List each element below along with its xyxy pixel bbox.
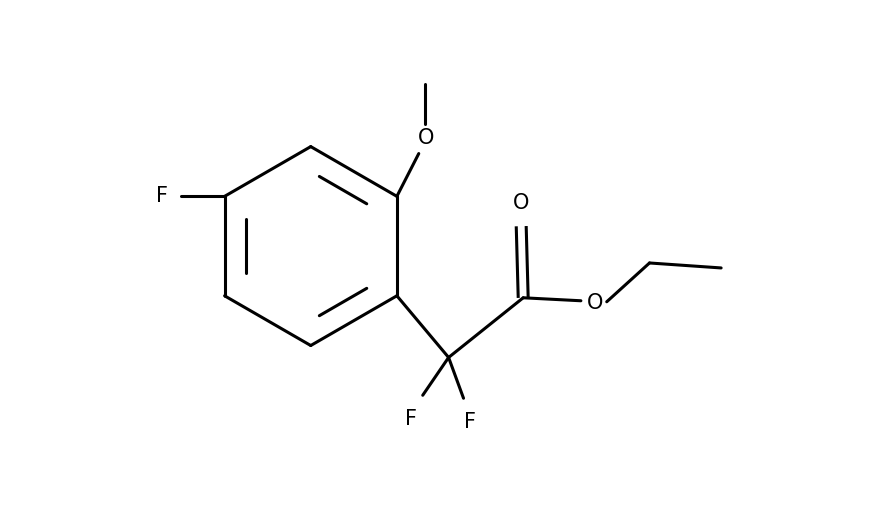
Text: F: F <box>405 409 417 429</box>
Text: F: F <box>156 186 168 206</box>
Text: O: O <box>513 194 530 213</box>
Text: F: F <box>464 412 477 432</box>
Text: O: O <box>587 293 603 313</box>
Text: O: O <box>418 127 434 148</box>
